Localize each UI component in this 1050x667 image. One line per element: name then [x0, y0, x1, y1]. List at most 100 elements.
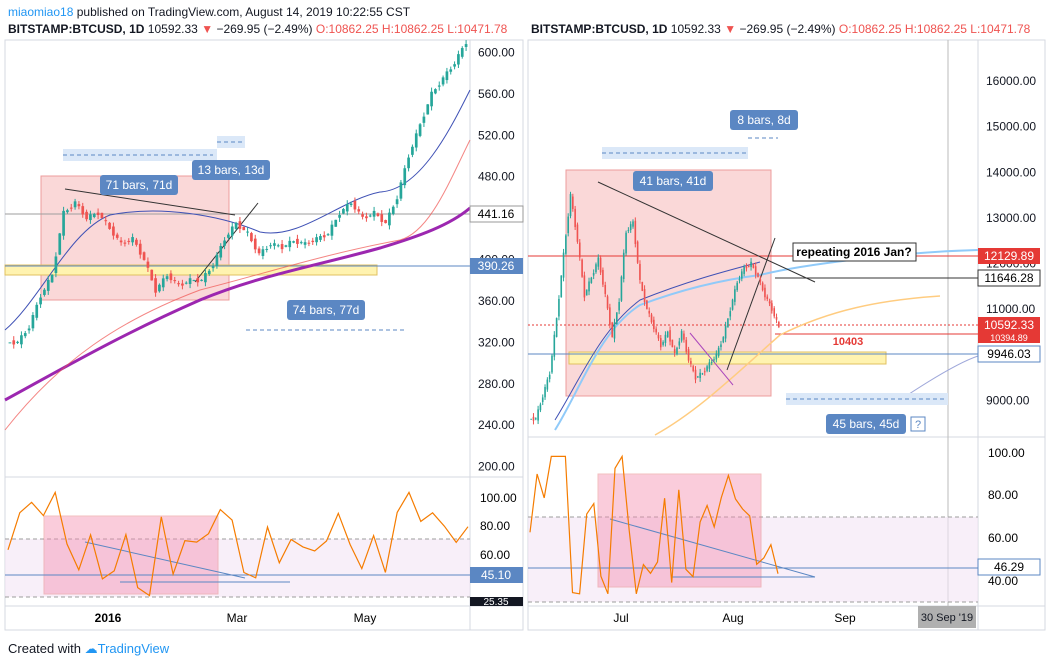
- candle-body: [592, 272, 595, 276]
- candle-body: [169, 273, 173, 281]
- candle-body: [759, 279, 762, 282]
- candle-body: [246, 231, 249, 233]
- candle-body: [23, 333, 27, 337]
- candle-body: [729, 311, 732, 317]
- candle-body: [127, 240, 131, 242]
- candle-body: [330, 224, 334, 236]
- price-tick: 360.00: [478, 294, 515, 308]
- candle-body: [685, 339, 688, 352]
- candle-body: [273, 243, 276, 246]
- candle-body: [627, 230, 630, 232]
- price-tick: 560.00: [478, 87, 515, 101]
- candle-body: [96, 212, 100, 216]
- candle-body: [590, 277, 593, 283]
- price-tick: 320.00: [478, 335, 515, 349]
- publish-header: miaomiao18 published on TradingView.com,…: [8, 5, 410, 19]
- right-tag-10394: 10394.89: [990, 333, 1028, 343]
- candle-body: [706, 366, 708, 371]
- right-rsi-tick-60: 60.00: [988, 531, 1018, 545]
- price-tick: 520.00: [478, 128, 515, 142]
- right-annot-41: 41 bars, 41d: [640, 174, 707, 188]
- candle-body: [207, 270, 211, 275]
- candle-body: [319, 236, 322, 240]
- candle-body: [639, 263, 641, 280]
- candle-body: [115, 234, 119, 238]
- candle-body: [609, 307, 611, 325]
- right-candles: [530, 191, 780, 425]
- candle-body: [697, 376, 699, 378]
- left-rsi-axis: 100.00 80.00 60.00: [480, 491, 517, 562]
- candle-body: [703, 371, 706, 373]
- candle-body: [20, 335, 23, 345]
- right-rsi-tick-100: 100.00: [988, 446, 1025, 460]
- candle-body: [43, 289, 46, 295]
- candle-body: [643, 289, 646, 303]
- candle-body: [657, 334, 660, 339]
- username-link[interactable]: miaomiao18: [8, 5, 74, 19]
- left-rsi-partial-tag: 25.35: [483, 597, 508, 608]
- candle-body: [434, 89, 437, 94]
- right-change: −269.95 (−2.49%): [739, 22, 836, 36]
- left-tag-390: 390.26: [478, 259, 515, 273]
- right-annot-45: 45 bars, 45d: [833, 417, 900, 431]
- left-rsi-band: [5, 539, 470, 597]
- right-tag-9946: 9946.03: [987, 347, 1031, 361]
- candle-body: [632, 221, 634, 227]
- candle-body: [27, 328, 31, 331]
- left-time-2016: 2016: [95, 611, 122, 625]
- candle-body: [177, 283, 180, 285]
- candle-body: [715, 353, 718, 360]
- candle-body: [555, 318, 558, 337]
- footer-brand[interactable]: TradingView: [97, 641, 170, 656]
- candle-body: [50, 274, 54, 283]
- right-rsi-tick-40: 40.00: [988, 574, 1018, 588]
- candle-body: [388, 212, 391, 226]
- candle-body: [35, 304, 39, 318]
- candle-body: [81, 206, 85, 215]
- candle-body: [532, 416, 535, 421]
- candle-body: [407, 157, 410, 169]
- right-ohlc: O:10862.25 H:10862.25 L:10471.78: [838, 22, 1031, 36]
- left-rsi-trendline: [84, 541, 246, 579]
- right-sma-orange: [654, 295, 941, 436]
- candle-body: [576, 224, 579, 242]
- candle-body: [539, 404, 542, 411]
- candle-body: [165, 276, 169, 280]
- candle-body: [326, 234, 330, 236]
- candle-body: [200, 279, 203, 281]
- candle-body: [683, 333, 685, 340]
- candle-body: [541, 397, 544, 403]
- candle-body: [636, 241, 639, 263]
- candle-body: [625, 232, 627, 254]
- candle-body: [92, 214, 96, 218]
- candle-body: [662, 342, 664, 345]
- candle-body: [606, 296, 609, 309]
- candle-body: [553, 334, 556, 357]
- right-rsi-trendline: [609, 518, 816, 578]
- candle-body: [671, 339, 674, 348]
- candle-body: [100, 212, 104, 219]
- candle-body: [757, 272, 759, 278]
- candle-body: [242, 226, 246, 231]
- candle-body: [138, 243, 142, 255]
- candle-body: [146, 261, 150, 268]
- left-support-zone: [4, 264, 378, 276]
- candle-body: [276, 245, 280, 247]
- candle-body: [743, 266, 745, 274]
- price-tick: 600.00: [478, 45, 515, 59]
- candle-body: [585, 289, 588, 296]
- candle-body: [562, 252, 565, 278]
- left-annot-71: 71 bars, 71d: [106, 178, 173, 192]
- left-time-mar: Mar: [227, 611, 248, 625]
- candle-body: [395, 199, 399, 205]
- candle-body: [460, 48, 464, 57]
- right-rsi-tick-80: 80.00: [988, 488, 1018, 502]
- candle-body: [311, 240, 315, 243]
- candle-body: [437, 85, 441, 87]
- candle-body: [307, 242, 311, 244]
- candle-body: [16, 341, 19, 343]
- candle-body: [641, 282, 644, 291]
- candle-body: [46, 279, 50, 291]
- candle-body: [778, 321, 780, 327]
